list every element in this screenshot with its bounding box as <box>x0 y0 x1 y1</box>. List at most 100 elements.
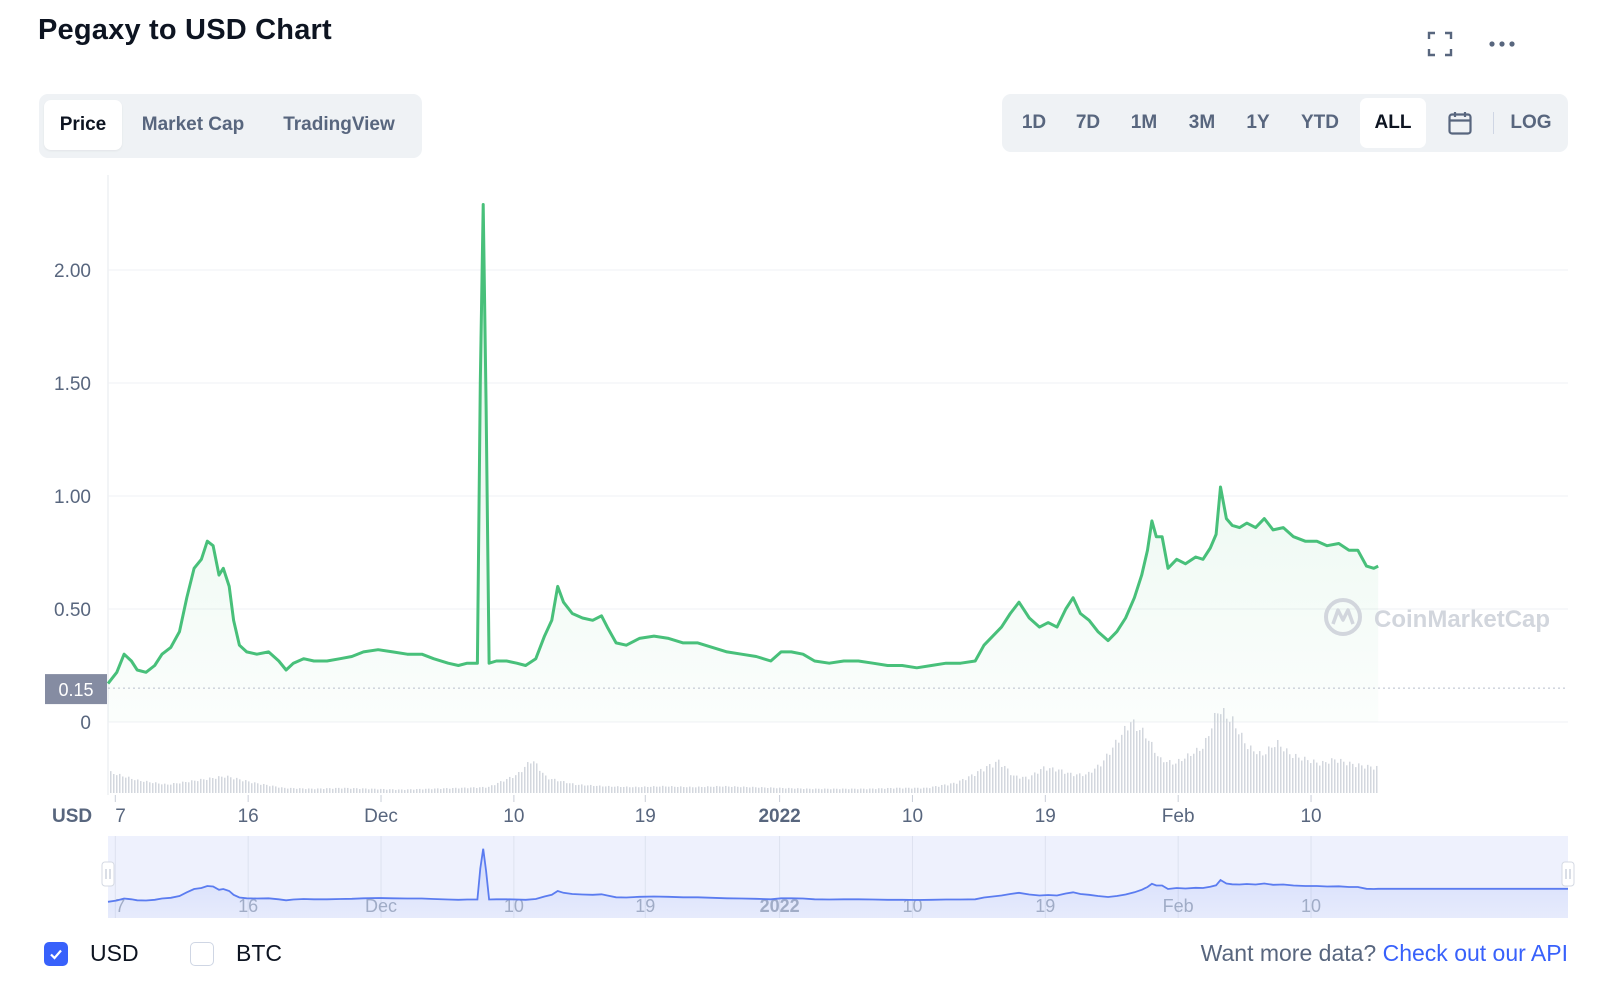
tab-tradingview[interactable]: TradingView <box>283 114 395 135</box>
volume-bar <box>983 771 985 793</box>
volume-bar <box>1337 762 1339 793</box>
volume-bar <box>1223 707 1225 793</box>
volume-bar <box>851 788 853 793</box>
volume-bar <box>572 783 574 793</box>
volume-bar <box>686 787 688 793</box>
volume-bar <box>857 789 859 793</box>
volume-bar <box>434 788 436 793</box>
volume-bar <box>266 784 268 793</box>
more-options-button[interactable] <box>1484 28 1520 60</box>
volume-bar <box>260 784 262 793</box>
usd-checkbox[interactable] <box>44 941 68 966</box>
volume-bar <box>683 787 685 793</box>
volume-bar <box>1127 730 1129 793</box>
log-scale-toggle[interactable]: LOG <box>1510 112 1552 133</box>
tab-market-cap[interactable]: Market Cap <box>141 114 245 135</box>
volume-bar <box>830 789 832 793</box>
volume-bar <box>413 789 415 793</box>
volume-bar <box>524 766 526 793</box>
volume-bar <box>638 787 640 793</box>
volume-bar <box>932 786 934 793</box>
volume-bar <box>1145 738 1147 793</box>
volume-bar <box>614 786 616 793</box>
range-3m[interactable]: 3M <box>1188 112 1216 133</box>
coinmarketcap-watermark: CoinMarketCap <box>1324 598 1550 636</box>
volume-bar <box>593 786 595 793</box>
volume-bar <box>1142 727 1144 793</box>
volume-bar <box>692 787 694 793</box>
volume-bar <box>941 784 943 793</box>
tab-price[interactable]: Price <box>44 100 122 150</box>
volume-bar <box>905 787 907 793</box>
legend-btc[interactable]: BTC <box>190 940 282 967</box>
more-dots-icon <box>1489 41 1515 47</box>
volume-bar <box>1136 731 1138 793</box>
range-ytd[interactable]: YTD <box>1301 112 1339 133</box>
range-all[interactable]: ALL <box>1360 98 1426 148</box>
volume-bar <box>722 786 724 793</box>
volume-bar <box>668 786 670 793</box>
volume-bar <box>1349 761 1351 793</box>
volume-bar <box>224 777 226 793</box>
calendar-icon <box>1448 112 1472 135</box>
volume-bar <box>398 789 400 793</box>
volume-bar <box>341 788 343 793</box>
navigator-right-handle[interactable] <box>1561 861 1575 887</box>
volume-bar <box>1082 776 1084 793</box>
volume-bar <box>1196 747 1198 793</box>
volume-bar <box>320 788 322 793</box>
volume-bar <box>530 763 532 793</box>
api-link[interactable]: Check out our API <box>1382 940 1568 966</box>
y-tick-label: 2.00 <box>54 261 91 282</box>
volume-bar <box>860 788 862 793</box>
volume-bar <box>869 788 871 793</box>
volume-bar <box>539 770 541 793</box>
volume-bar <box>584 785 586 793</box>
volume-bar <box>473 787 475 793</box>
volume-bar <box>1067 772 1069 793</box>
date-range-button[interactable] <box>1436 98 1484 148</box>
volume-bar <box>503 781 505 793</box>
volume-bar <box>1097 764 1099 793</box>
volume-bar <box>491 785 493 793</box>
volume-bar <box>1247 749 1249 793</box>
volume-bar <box>263 783 265 793</box>
volume-bar <box>809 788 811 793</box>
volume-bar <box>470 787 472 793</box>
price-chart[interactable]: 0.15 CoinMarketCap 2.00 1.50 1.00 0.50 0 USD… <box>0 0 1600 930</box>
range-1d[interactable]: 1D <box>1021 112 1047 133</box>
volume-bar <box>116 775 118 793</box>
volume-bar <box>1139 730 1141 793</box>
range-7d[interactable]: 7D <box>1075 112 1101 133</box>
volume-bar <box>806 788 808 793</box>
fullscreen-icon <box>1427 31 1453 57</box>
volume-bar <box>347 787 349 793</box>
range-1m[interactable]: 1M <box>1130 112 1158 133</box>
volume-bar <box>971 774 973 793</box>
volume-bar <box>158 783 160 793</box>
volume-bar <box>362 788 364 793</box>
volume-bar <box>1355 767 1357 793</box>
x-tick-label: 7 <box>115 806 126 827</box>
legend-usd[interactable]: USD <box>44 940 139 967</box>
range-1y[interactable]: 1Y <box>1246 112 1270 133</box>
volume-bar <box>1208 736 1210 793</box>
volume-bar <box>908 787 910 793</box>
volume-bar <box>911 788 913 793</box>
volume-bar <box>896 787 898 793</box>
volume-bar <box>749 787 751 793</box>
volume-bar <box>623 786 625 793</box>
volume-bar <box>365 788 367 793</box>
y-tick-label: 1.00 <box>54 487 91 508</box>
fullscreen-button[interactable] <box>1422 28 1458 60</box>
volume-bar <box>1172 764 1174 793</box>
volume-bar <box>866 789 868 793</box>
volume-bar <box>233 779 235 793</box>
volume-bar <box>1193 753 1195 793</box>
volume-bar <box>1316 762 1318 793</box>
btc-checkbox[interactable] <box>190 941 214 966</box>
volume-bar <box>377 789 379 793</box>
volume-bar <box>188 782 190 793</box>
navigator-left-handle[interactable] <box>101 861 115 887</box>
